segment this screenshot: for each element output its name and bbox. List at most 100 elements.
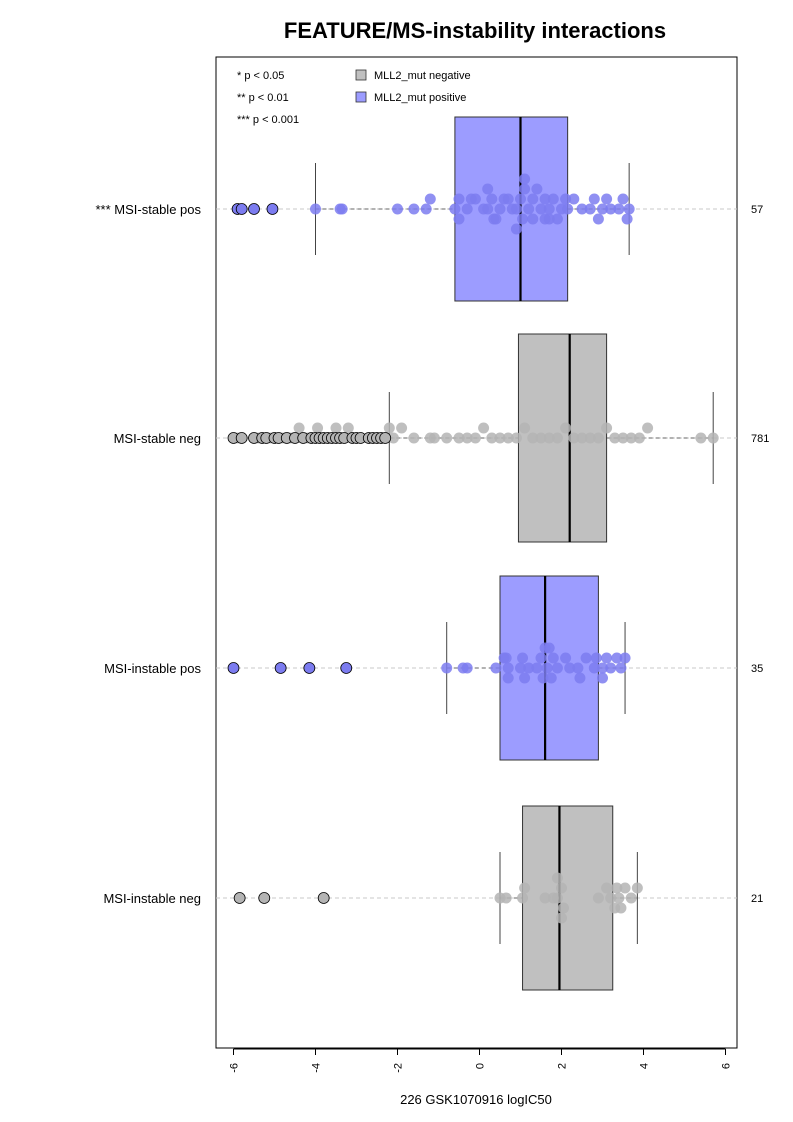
data-point	[592, 892, 604, 904]
data-point	[500, 892, 512, 904]
data-point	[551, 872, 563, 884]
data-point	[502, 662, 514, 674]
data-point	[625, 432, 637, 444]
outlier-point	[379, 432, 392, 444]
data-point	[517, 213, 529, 225]
data-point	[539, 193, 551, 205]
data-point	[527, 213, 539, 225]
group-1: MSI-stable neg 781	[114, 333, 769, 543]
data-point	[588, 193, 600, 205]
data-point	[560, 193, 572, 205]
data-point	[590, 652, 602, 664]
data-point	[543, 432, 555, 444]
count-label: 57	[751, 204, 763, 216]
data-point	[310, 203, 321, 215]
legend: * p < 0.05 ** p < 0.01 *** p < 0.001 MLL2_m…	[237, 69, 471, 126]
data-point	[342, 422, 354, 434]
data-point	[592, 432, 604, 444]
data-point	[633, 432, 645, 444]
data-point	[541, 662, 553, 674]
data-point	[461, 662, 473, 674]
category-label: MSI-instable pos	[104, 661, 201, 676]
data-point	[486, 193, 498, 205]
data-point	[609, 432, 621, 444]
data-point	[531, 662, 543, 674]
data-point	[527, 193, 539, 205]
data-point	[387, 432, 399, 444]
data-point	[527, 432, 539, 444]
data-point	[613, 203, 625, 215]
outlier-point	[233, 892, 246, 904]
x-tick-label: 2	[557, 1063, 569, 1069]
data-point	[611, 652, 623, 664]
data-point	[605, 892, 617, 904]
category-label: *** MSI-stable pos	[96, 202, 202, 217]
data-point	[562, 203, 574, 215]
data-point	[531, 183, 543, 195]
data-point	[543, 642, 555, 654]
data-point	[619, 882, 631, 894]
count-label: 35	[751, 663, 763, 675]
outlier-point	[274, 662, 287, 674]
data-point	[535, 652, 547, 664]
legend-swatch	[355, 91, 367, 103]
data-point	[597, 662, 608, 674]
data-point	[478, 422, 490, 434]
data-point	[519, 183, 531, 195]
x-tick-label: -4	[311, 1063, 323, 1073]
data-point	[537, 672, 549, 684]
data-point	[486, 432, 498, 444]
data-point	[469, 432, 481, 444]
data-point	[558, 902, 570, 914]
data-point	[441, 432, 453, 444]
data-point	[428, 432, 440, 444]
data-point	[551, 662, 563, 674]
data-point	[469, 193, 481, 205]
data-point	[707, 432, 719, 444]
data-point	[420, 203, 432, 215]
data-point	[560, 652, 572, 664]
data-point	[383, 422, 395, 434]
data-point	[502, 672, 514, 684]
data-point	[605, 203, 617, 215]
data-point	[535, 432, 547, 444]
data-point	[547, 652, 559, 664]
chart-title: FEATURE/MS-instability interactions	[284, 18, 666, 43]
legend-label: MLL2_mut negative	[374, 70, 471, 82]
data-point	[502, 432, 514, 444]
x-tick-label: -2	[393, 1063, 405, 1073]
data-point	[519, 422, 531, 434]
data-point	[490, 662, 502, 674]
data-point	[619, 652, 631, 664]
data-point	[617, 193, 629, 205]
data-point	[547, 193, 559, 205]
data-point	[453, 213, 465, 225]
data-point	[453, 432, 465, 444]
data-point	[441, 662, 453, 674]
data-point	[543, 213, 555, 225]
data-point	[482, 203, 494, 215]
data-point	[510, 203, 522, 215]
data-point	[615, 902, 627, 914]
outlier-point	[235, 432, 248, 444]
category-label: MSI-instable neg	[103, 891, 201, 906]
data-point	[519, 672, 531, 684]
data-point	[523, 662, 535, 674]
data-point	[494, 203, 506, 215]
outlier-point	[266, 203, 279, 215]
group-2: MSI-instable pos 35	[104, 575, 763, 761]
data-point	[601, 422, 613, 434]
x-tick-label: 0	[475, 1063, 487, 1069]
significance-legend-item: *** p < 0.001	[237, 114, 299, 126]
outlier-point	[340, 662, 353, 674]
data-point	[543, 203, 555, 215]
data-point	[482, 183, 494, 195]
data-point	[396, 422, 408, 434]
outlier-point	[227, 662, 240, 674]
data-point	[515, 662, 526, 674]
data-point	[312, 422, 324, 434]
data-point	[605, 662, 617, 674]
x-axis-title: 226 GSK1070916 logIC50	[400, 1092, 552, 1107]
data-point	[576, 203, 588, 215]
